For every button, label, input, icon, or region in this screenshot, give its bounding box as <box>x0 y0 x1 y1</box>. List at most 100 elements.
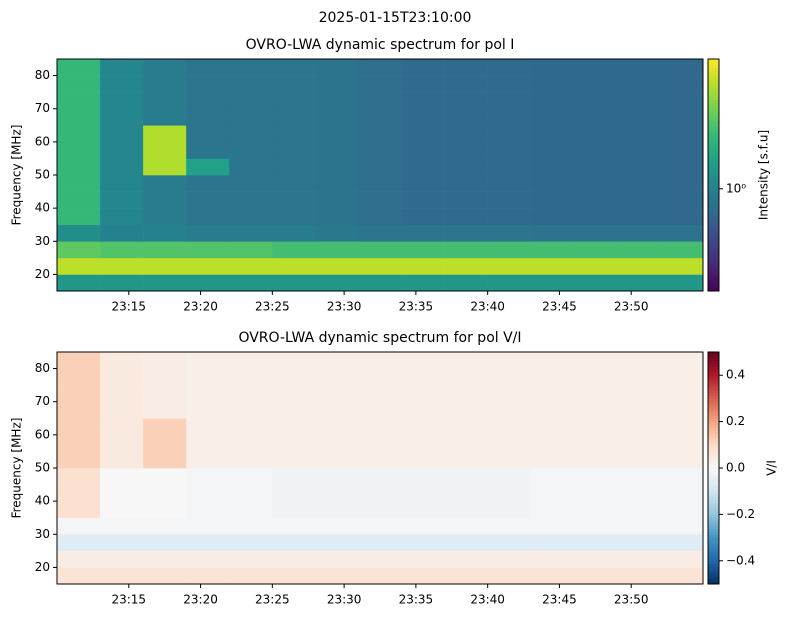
heatmap-cell <box>272 241 316 259</box>
heatmap-cell <box>573 108 618 126</box>
heatmap-cell <box>616 501 661 519</box>
heatmap-cell <box>358 59 402 76</box>
heatmap-cell <box>616 517 661 535</box>
heatmap-cell <box>530 534 575 552</box>
heatmap-cell <box>659 274 704 292</box>
heatmap-cell <box>100 501 144 519</box>
colorbar-tick-label: 0.0 <box>726 461 745 475</box>
heatmap-cell <box>57 175 101 192</box>
colorbar-swatch <box>708 82 719 86</box>
heatmap-cell <box>57 451 101 469</box>
heatmap-cell <box>100 418 144 436</box>
heatmap-cell <box>57 534 101 552</box>
colorbar-swatch <box>708 557 719 562</box>
heatmap-cell <box>315 224 359 242</box>
heatmap-cell <box>229 501 273 519</box>
colorbar-swatch <box>708 99 719 103</box>
heatmap-cell <box>358 257 402 275</box>
heatmap-cell <box>487 418 532 436</box>
heatmap-cell <box>444 274 488 292</box>
colorbar-swatch <box>708 125 719 129</box>
heatmap-cell <box>530 501 575 519</box>
colorbar-swatch <box>708 563 719 567</box>
y-tick-label: 70 <box>35 394 50 408</box>
heatmap-cell <box>616 352 661 369</box>
colorbar-frame <box>707 58 720 292</box>
heatmap-cell <box>530 241 575 259</box>
heatmap-cell <box>229 517 273 535</box>
colorbar-swatch <box>708 241 719 245</box>
heatmap-cell <box>401 501 445 519</box>
heatmap-cell <box>57 385 101 403</box>
heatmap-cell <box>315 108 359 126</box>
heatmap-cell <box>444 550 488 568</box>
colorbar-swatch <box>708 502 719 507</box>
heatmap-cell <box>272 141 316 159</box>
colorbar-swatch <box>708 67 719 71</box>
heatmap-cell <box>100 517 144 535</box>
heatmap-cell <box>100 484 144 502</box>
heatmap-cell <box>401 517 445 535</box>
heatmap-cell <box>229 368 273 386</box>
heatmap-cell <box>315 75 359 93</box>
heatmap-cell <box>186 59 230 76</box>
heatmap-cell <box>444 418 488 436</box>
colorbar-swatch <box>708 476 719 480</box>
colorbar-swatch <box>708 122 719 127</box>
heatmap-cell <box>530 92 575 110</box>
heatmap-cell <box>401 191 445 209</box>
x-tick-label: 23:15 <box>111 593 146 607</box>
heatmap-cell <box>573 468 618 485</box>
heatmap-cell <box>401 241 445 259</box>
colorbar-swatch <box>708 410 719 414</box>
heatmap-cell <box>659 208 704 226</box>
heatmap-cell <box>659 517 704 535</box>
heatmap-cell <box>100 59 144 76</box>
heatmap-cell <box>315 534 359 552</box>
heatmap-cell <box>530 550 575 568</box>
colorbar-swatch <box>708 137 719 141</box>
heatmap-cell <box>659 468 704 485</box>
heatmap-cell <box>315 274 359 292</box>
colorbar-swatch <box>708 479 719 483</box>
colorbar-swatch <box>708 131 719 135</box>
heatmap-cell <box>143 75 187 93</box>
colorbar-swatch <box>708 192 719 196</box>
heatmap-cell <box>573 418 618 436</box>
heatmap-cell <box>530 108 575 126</box>
colorbar-swatch <box>708 430 719 434</box>
heatmap-cell <box>444 468 488 485</box>
colorbar-swatch <box>708 581 719 585</box>
colorbar-swatch <box>708 201 719 205</box>
heatmap-cell <box>315 484 359 502</box>
colorbar-swatch <box>708 218 719 222</box>
heatmap-cell <box>272 401 316 419</box>
colorbar-swatch <box>708 177 719 182</box>
heatmap-cell <box>272 368 316 386</box>
colorbar-swatch <box>708 279 719 283</box>
y-tick-label: 80 <box>35 361 50 375</box>
heatmap-cell <box>573 59 618 76</box>
colorbar-swatch <box>708 189 719 193</box>
heatmap-cell <box>315 401 359 419</box>
heatmap-cell <box>616 484 661 502</box>
heatmap-cell <box>659 385 704 403</box>
heatmap-cell <box>358 567 402 585</box>
heatmap-cell <box>659 241 704 259</box>
colorbar-swatch <box>708 253 719 257</box>
colorbar-swatch <box>708 204 719 208</box>
heatmap-cell <box>358 434 402 452</box>
heatmap-cell <box>573 517 618 535</box>
heatmap-cell <box>401 567 445 585</box>
heatmap-cell <box>143 434 187 452</box>
x-tick-label: 23:45 <box>542 593 577 607</box>
heatmap-cell <box>444 141 488 159</box>
heatmap-cell <box>573 401 618 419</box>
heatmap-cell <box>229 418 273 436</box>
colorbar-swatch <box>708 401 719 405</box>
heatmap-cell <box>659 59 704 76</box>
heatmap-cell <box>444 241 488 259</box>
heatmap-cell <box>100 468 144 485</box>
heatmap-cell <box>100 208 144 226</box>
heatmap-cell <box>315 141 359 159</box>
